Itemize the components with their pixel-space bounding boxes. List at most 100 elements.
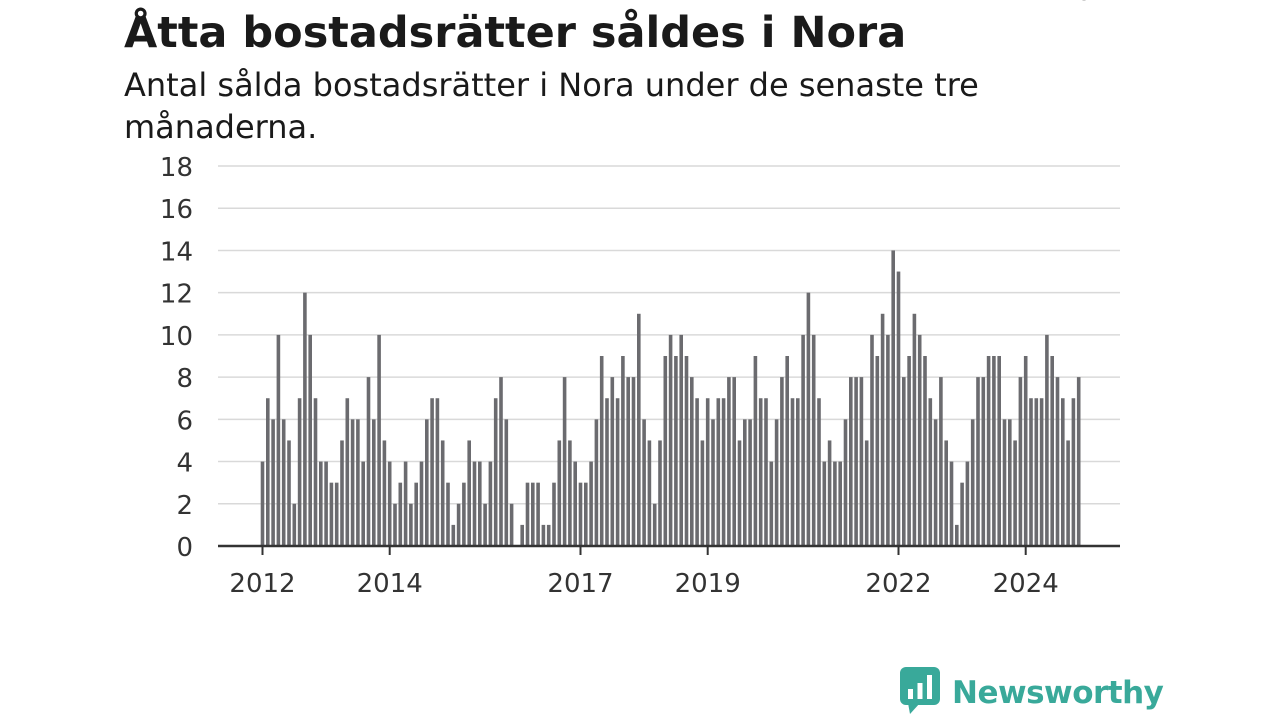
chart-title: Åtta bostadsrätter såldes i Nora bbox=[124, 8, 907, 58]
bar bbox=[944, 440, 948, 546]
bar bbox=[488, 461, 493, 546]
bar bbox=[446, 482, 450, 546]
bar bbox=[525, 482, 530, 546]
y-axis-tick-labels: 0 2 4 6 8 10 12 14 16 18 bbox=[160, 153, 193, 563]
x-tick-label: 2012 bbox=[229, 569, 295, 599]
bar bbox=[260, 461, 265, 546]
bar-chart: 0 2 4 6 8 10 12 14 16 18 2012 2014 2017 2019 2022 2024… bbox=[160, 0, 1120, 599]
bar bbox=[912, 313, 917, 546]
bar bbox=[456, 503, 461, 546]
bar bbox=[817, 398, 821, 546]
bar bbox=[986, 356, 991, 546]
bar bbox=[658, 440, 662, 546]
bar bbox=[266, 398, 270, 546]
bar bbox=[276, 334, 281, 546]
bar bbox=[939, 377, 943, 546]
bar bbox=[1029, 398, 1033, 546]
y-tick-label: 4 bbox=[176, 449, 193, 479]
bar bbox=[478, 461, 482, 546]
bar bbox=[753, 356, 758, 546]
bar bbox=[520, 524, 524, 546]
bar bbox=[748, 419, 752, 546]
bar bbox=[965, 461, 970, 546]
bar bbox=[637, 313, 641, 546]
bar bbox=[425, 419, 429, 546]
bar bbox=[1061, 398, 1065, 546]
bar bbox=[393, 503, 397, 546]
bar bbox=[536, 482, 540, 546]
bar bbox=[780, 377, 784, 546]
bar bbox=[864, 440, 869, 546]
bar bbox=[292, 503, 297, 546]
bar bbox=[409, 503, 413, 546]
bar bbox=[833, 461, 837, 546]
bar bbox=[557, 440, 562, 546]
bar bbox=[287, 440, 291, 546]
bar bbox=[329, 482, 334, 546]
bar bbox=[419, 461, 424, 546]
x-tick-label: 2019 bbox=[675, 569, 741, 599]
bar bbox=[340, 440, 344, 546]
bar bbox=[398, 482, 403, 546]
bar bbox=[801, 334, 805, 546]
bar bbox=[838, 461, 842, 546]
bar bbox=[303, 292, 307, 546]
bar bbox=[933, 419, 938, 546]
bar bbox=[271, 419, 275, 546]
bar bbox=[923, 356, 927, 546]
bar bbox=[1050, 356, 1054, 546]
bar bbox=[430, 398, 434, 546]
bar bbox=[684, 356, 689, 546]
bar bbox=[711, 419, 715, 546]
bar bbox=[902, 377, 906, 546]
bar bbox=[970, 419, 975, 546]
bar bbox=[584, 482, 588, 546]
bar bbox=[727, 377, 731, 546]
bar bbox=[334, 482, 339, 546]
bar bbox=[372, 419, 376, 546]
bar bbox=[1045, 334, 1049, 546]
bar bbox=[504, 419, 509, 546]
newsworthy-bar-chart-bubble-icon bbox=[900, 666, 940, 720]
bar bbox=[499, 377, 503, 546]
bar bbox=[319, 461, 323, 546]
bar bbox=[822, 461, 827, 546]
bar bbox=[960, 482, 964, 546]
bar bbox=[377, 334, 381, 546]
bar bbox=[997, 356, 1001, 546]
bar bbox=[642, 419, 646, 546]
bar bbox=[589, 461, 593, 546]
y-tick-label: 10 bbox=[160, 322, 193, 352]
bar bbox=[615, 398, 620, 546]
bar bbox=[827, 440, 832, 546]
bar bbox=[992, 356, 996, 546]
bar bbox=[705, 398, 710, 546]
bar bbox=[907, 356, 911, 546]
y-tick-label: 18 bbox=[160, 153, 193, 183]
bar bbox=[435, 398, 440, 546]
bar bbox=[308, 334, 312, 546]
bar bbox=[870, 334, 874, 546]
bars bbox=[260, 250, 1081, 546]
bar bbox=[732, 377, 736, 546]
bar bbox=[928, 398, 933, 546]
y-tick-label: 2 bbox=[176, 491, 193, 521]
bar bbox=[785, 356, 789, 546]
bar bbox=[886, 334, 890, 546]
bar bbox=[652, 503, 657, 546]
bar bbox=[721, 398, 726, 546]
y-tick-label: 6 bbox=[176, 406, 193, 436]
bar bbox=[1066, 440, 1070, 546]
bar bbox=[1023, 356, 1028, 546]
bar bbox=[668, 334, 673, 546]
x-tick-label: 2017 bbox=[547, 569, 613, 599]
bar bbox=[917, 334, 922, 546]
bar bbox=[350, 419, 355, 546]
bar bbox=[324, 461, 328, 546]
bar bbox=[281, 419, 286, 546]
bar bbox=[361, 461, 365, 546]
bar bbox=[891, 250, 895, 546]
brand-name: Newsworthy bbox=[952, 675, 1164, 711]
bar bbox=[313, 398, 318, 546]
bar bbox=[387, 461, 392, 546]
